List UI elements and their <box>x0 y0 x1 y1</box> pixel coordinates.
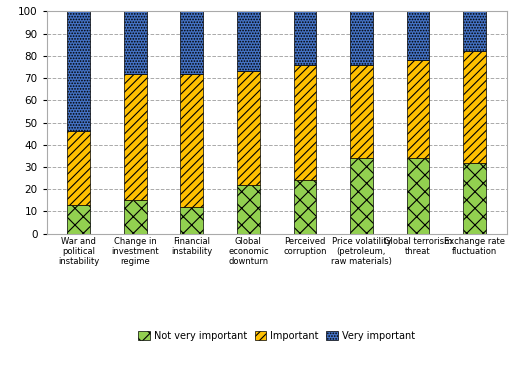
Bar <box>180 11 203 74</box>
Bar <box>180 207 203 234</box>
Bar <box>294 180 316 234</box>
Bar <box>124 74 147 201</box>
Bar <box>350 158 373 234</box>
Bar <box>463 162 486 234</box>
Bar <box>350 65 373 158</box>
Bar <box>406 60 429 158</box>
Bar <box>180 74 203 207</box>
Bar <box>294 11 316 65</box>
Bar <box>406 11 429 60</box>
Bar <box>124 201 147 234</box>
Bar <box>463 51 486 162</box>
Bar <box>237 185 260 234</box>
Bar <box>463 11 486 51</box>
Bar <box>294 65 316 180</box>
Bar <box>67 11 90 132</box>
Bar <box>237 11 260 71</box>
Bar <box>237 71 260 185</box>
Bar <box>350 11 373 65</box>
Bar <box>124 11 147 74</box>
Bar <box>67 205 90 234</box>
Bar <box>406 158 429 234</box>
Legend: Not very important, Important, Very important: Not very important, Important, Very impo… <box>134 327 419 345</box>
Bar <box>67 132 90 205</box>
